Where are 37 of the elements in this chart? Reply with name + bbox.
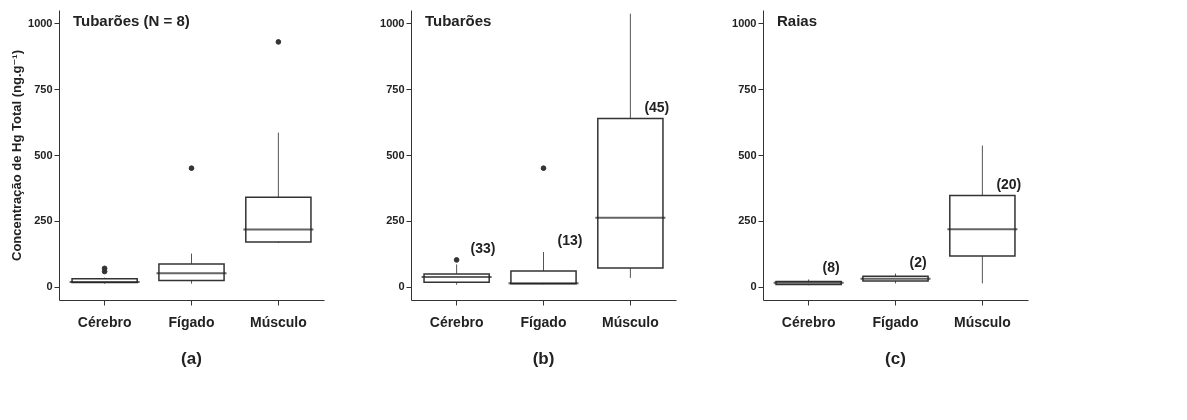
y-tick-label: 1000 [380, 16, 405, 29]
text: (b) [532, 349, 555, 368]
y-axis-title: Concentração de Hg Total (ng.g⁻¹) [9, 49, 25, 262]
annotation: (20) [996, 175, 1022, 192]
y-tick-label: 0 [46, 280, 53, 293]
y-tick-label: 750 [386, 82, 405, 95]
chart-title: Tubarões (N = 8) [73, 12, 190, 29]
y-tick-label: 750 [738, 82, 757, 95]
chart-title: Raias [777, 12, 818, 29]
x-tick-label: Músculo [249, 313, 307, 330]
annotation: (8) [822, 259, 840, 276]
y-tick-label: 250 [34, 214, 53, 227]
y-tick-label: 500 [34, 148, 53, 161]
y-tick-label: 0 [398, 280, 405, 293]
annotation: (45) [644, 98, 670, 115]
x-tick-label: Fígado [520, 313, 567, 330]
x-tick-label: Músculo [953, 313, 1011, 330]
y-tick-label: 1000 [732, 16, 757, 29]
y-tick-label: 250 [386, 214, 405, 227]
x-tick-label: Cérebro [429, 313, 484, 330]
x-tick-label: Fígado [872, 313, 919, 330]
x-tick-label: Cérebro [77, 313, 132, 330]
x-tick-label: Cérebro [781, 313, 836, 330]
y-tick-label: 0 [750, 280, 757, 293]
x-tick-label: Fígado [168, 313, 215, 330]
annotation: (2) [909, 253, 927, 270]
text: (a) [181, 349, 202, 368]
annotation: (33) [470, 239, 496, 256]
chart-title: Tubarões [425, 12, 492, 29]
annotation: (13) [557, 232, 583, 249]
x-tick-label: Músculo [601, 313, 659, 330]
y-tick-label: 250 [738, 214, 757, 227]
text: (c) [885, 349, 906, 368]
y-tick-label: 500 [738, 148, 757, 161]
y-tick-label: 750 [34, 82, 53, 95]
y-tick-label: 500 [386, 148, 405, 161]
y-tick-label: 1000 [28, 16, 53, 29]
